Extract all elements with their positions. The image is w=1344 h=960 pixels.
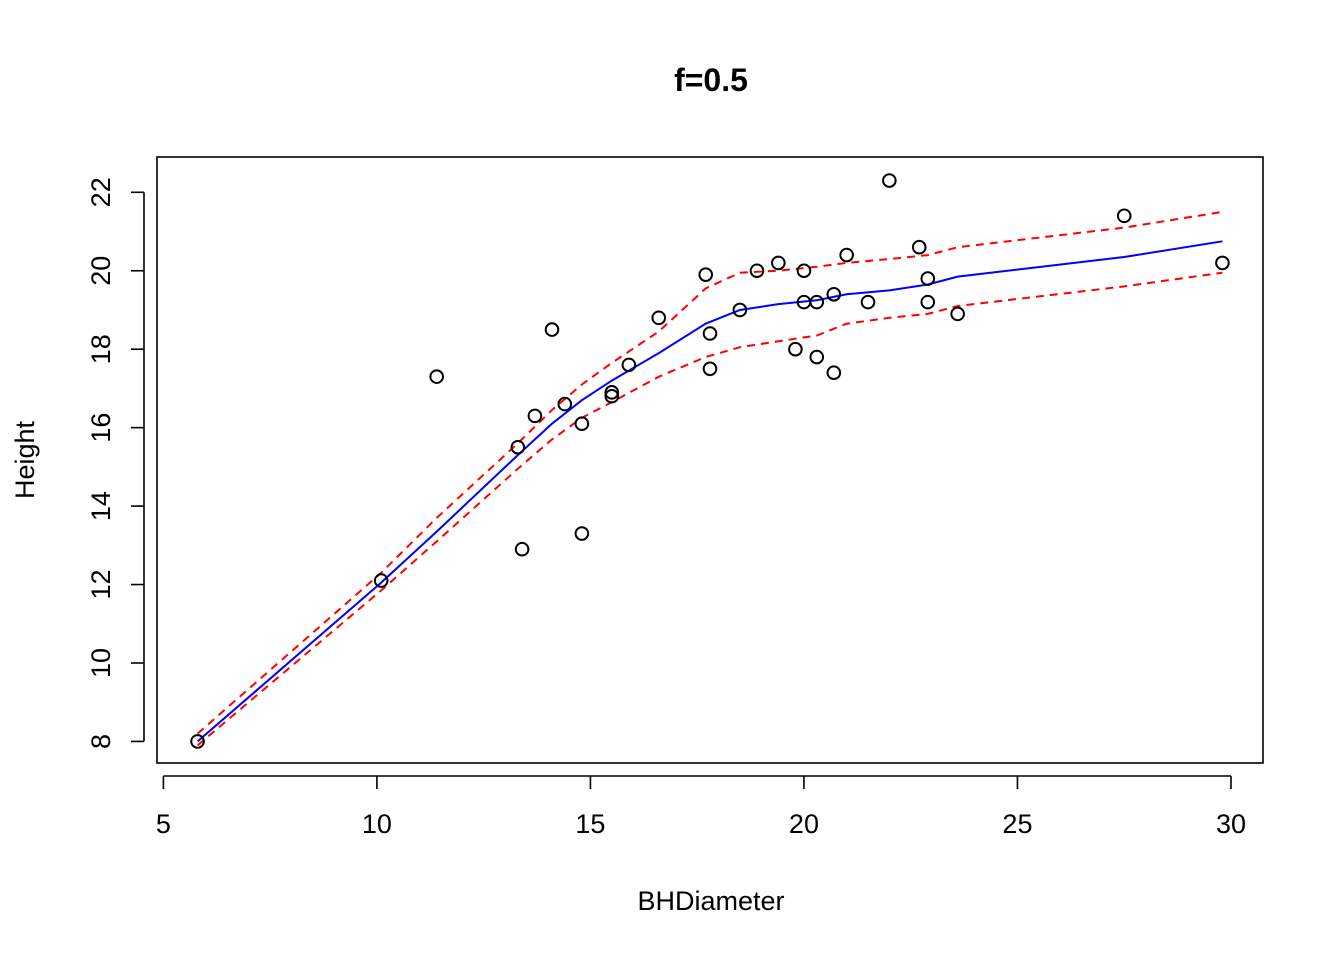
y-tick-label: 14 [86, 491, 116, 521]
data-point [796, 263, 812, 279]
data-point [190, 734, 205, 749]
data-point [788, 341, 803, 357]
y-tick-label: 20 [86, 256, 116, 286]
data-point [574, 416, 590, 432]
fit-line [196, 240, 1223, 743]
data-point [544, 322, 560, 337]
y-tick-label: 12 [86, 570, 116, 600]
data-point [514, 541, 530, 557]
data-point [732, 302, 748, 318]
data-point [702, 326, 718, 341]
x-tick-label: 20 [789, 809, 819, 839]
data-point [527, 408, 543, 424]
data-point [809, 294, 825, 310]
data-point [604, 385, 620, 400]
x-axis: 5 10 15 20 25 30 [156, 775, 1246, 839]
x-tick-label: 5 [156, 809, 171, 839]
y-tick-label: 10 [86, 648, 116, 678]
y-axis: 8 10 12 14 16 18 20 22 [86, 177, 145, 749]
x-tick-label: 25 [1002, 809, 1032, 839]
y-tick-label: 22 [86, 177, 116, 207]
data-point [950, 306, 965, 322]
data-point [860, 294, 876, 310]
y-axis-label: Height [10, 420, 40, 499]
x-tick-label: 15 [575, 809, 605, 839]
data-point [920, 271, 936, 286]
data-point [839, 247, 854, 263]
data-point [826, 365, 842, 381]
data-point [651, 310, 667, 326]
y-tick-label: 8 [86, 734, 116, 749]
upper-band-line [196, 210, 1223, 735]
data-point [920, 294, 936, 310]
data-point [698, 267, 714, 282]
data-point [1116, 208, 1132, 224]
x-tick-label: 10 [362, 809, 392, 839]
data-point [373, 573, 389, 588]
data-point [1215, 255, 1230, 271]
data-point [429, 369, 445, 384]
data-points [190, 173, 1230, 749]
data-point [826, 286, 842, 302]
data-point [809, 349, 825, 365]
lower-band-line [196, 271, 1223, 747]
data-point [621, 357, 637, 373]
data-point [882, 173, 897, 188]
x-tick-label: 30 [1216, 809, 1246, 839]
data-point [771, 255, 786, 271]
data-point [604, 388, 620, 404]
y-tick-label: 16 [86, 413, 116, 443]
y-tick-label: 18 [86, 334, 116, 364]
fit-lines [196, 210, 1223, 747]
data-point [510, 439, 526, 455]
plot-box [156, 156, 1264, 764]
data-point [557, 396, 573, 412]
data-point [574, 526, 590, 541]
x-axis-label: BHDiameter [637, 886, 784, 916]
data-point [702, 361, 718, 377]
chart-title: f=0.5 [674, 62, 748, 98]
data-point [911, 239, 927, 255]
data-point [749, 263, 765, 279]
